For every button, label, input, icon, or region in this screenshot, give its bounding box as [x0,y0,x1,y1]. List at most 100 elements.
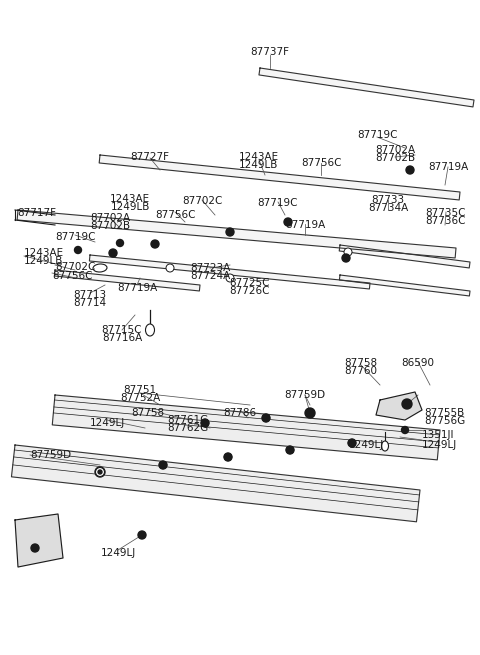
Text: 87756G: 87756G [424,416,465,426]
Text: 87702A: 87702A [375,145,415,155]
Text: 87719C: 87719C [55,232,95,242]
Circle shape [166,264,174,272]
Polygon shape [339,275,470,296]
Text: 86590: 86590 [401,358,434,368]
Circle shape [406,166,414,174]
Circle shape [117,240,123,246]
Polygon shape [52,395,440,460]
Ellipse shape [145,324,155,336]
Text: 1243AE: 1243AE [239,152,279,162]
Circle shape [159,461,167,469]
Text: 1243AE: 1243AE [24,248,64,258]
Text: 87751: 87751 [123,385,156,395]
Circle shape [224,453,232,461]
Text: 87702C: 87702C [55,262,96,272]
Text: 87719C: 87719C [358,130,398,140]
Text: 87736C: 87736C [426,216,466,226]
Text: 87786: 87786 [223,408,257,418]
Circle shape [305,408,315,418]
Text: 87761G: 87761G [168,415,209,425]
Polygon shape [339,245,470,268]
Circle shape [201,419,209,427]
Text: 87727F: 87727F [131,152,169,162]
Circle shape [401,426,408,434]
Text: 1249LB: 1249LB [240,160,279,170]
Text: 87760: 87760 [345,366,377,376]
Circle shape [287,447,293,453]
Circle shape [159,462,167,468]
Circle shape [95,467,105,477]
Text: 87702C: 87702C [182,196,222,206]
Circle shape [96,468,104,476]
Text: 87716A: 87716A [102,333,142,343]
Circle shape [225,453,231,460]
Polygon shape [54,270,200,291]
Ellipse shape [96,468,105,476]
Circle shape [284,218,292,226]
Text: 87723A: 87723A [190,263,230,273]
Text: 87756C: 87756C [155,210,195,220]
Text: 87737F: 87737F [251,47,289,57]
Circle shape [31,544,39,552]
Polygon shape [15,514,63,567]
Circle shape [342,254,350,262]
Text: 87702B: 87702B [375,153,415,163]
Text: 1249LJ: 1249LJ [348,440,384,450]
Polygon shape [259,68,474,107]
Circle shape [226,228,234,236]
Polygon shape [99,155,460,200]
Text: 87715C: 87715C [102,325,142,335]
Text: 87717F: 87717F [17,208,56,218]
Text: 1243AE: 1243AE [110,194,150,204]
Text: 87719A: 87719A [428,162,468,172]
Text: 1351JI: 1351JI [422,430,455,440]
Text: 87714: 87714 [73,298,107,308]
Circle shape [151,240,159,248]
Circle shape [226,274,234,282]
Polygon shape [17,210,456,258]
Text: 87758: 87758 [132,408,165,418]
Text: 87734A: 87734A [368,203,408,213]
Text: 1249LB: 1249LB [110,202,150,212]
Text: 87702B: 87702B [90,221,130,231]
Circle shape [98,470,102,474]
Text: 87719A: 87719A [117,283,157,293]
Circle shape [402,399,412,409]
Text: 87719C: 87719C [258,198,298,208]
Circle shape [263,415,269,422]
Text: 87719A: 87719A [285,220,325,230]
Text: 87756C: 87756C [301,158,341,168]
Text: 87713: 87713 [73,290,107,300]
Circle shape [348,439,356,447]
Circle shape [286,446,294,454]
Text: 87725C: 87725C [230,278,270,288]
Text: 87759D: 87759D [30,450,71,460]
Circle shape [306,409,314,417]
Ellipse shape [382,441,388,451]
Text: 87735C: 87735C [426,208,466,218]
Text: 1249LJ: 1249LJ [100,548,136,558]
Polygon shape [12,445,420,522]
Text: 87724A: 87724A [190,271,230,281]
Text: 87762G: 87762G [168,423,209,433]
Circle shape [138,531,146,539]
Ellipse shape [93,264,107,272]
Circle shape [262,414,270,422]
Circle shape [74,246,82,253]
Circle shape [202,419,208,426]
Circle shape [348,440,356,447]
Text: 87758: 87758 [345,358,378,368]
Text: 87702A: 87702A [90,213,130,223]
Text: 87759D: 87759D [285,390,325,400]
Text: 1249LJ: 1249LJ [422,440,457,450]
Text: 87733: 87733 [372,195,405,205]
Polygon shape [89,255,370,289]
Text: 1249LJ: 1249LJ [89,418,125,428]
Text: 87752A: 87752A [120,393,160,403]
Text: 87755B: 87755B [424,408,464,418]
Text: 87756C: 87756C [52,271,93,281]
Text: 1249LB: 1249LB [24,256,63,266]
Circle shape [344,248,352,256]
Circle shape [109,249,117,257]
Text: 87726C: 87726C [230,286,270,296]
